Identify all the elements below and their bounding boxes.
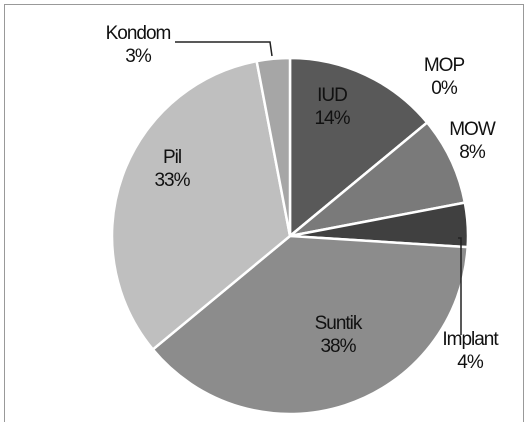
pie	[110, 56, 470, 416]
value-label: 3%	[125, 46, 151, 67]
category-label: IUD	[317, 85, 348, 106]
data-label: MOP 0%	[423, 54, 465, 100]
category-label: Pil	[162, 147, 182, 168]
leader-line	[175, 41, 273, 57]
data-label: Kondom 3%	[103, 22, 173, 68]
category-label: Implant	[442, 329, 498, 350]
value-label: 4%	[457, 352, 483, 373]
pie-slice	[288, 56, 429, 239]
value-label: 33%	[154, 170, 190, 191]
value-label: 38%	[320, 336, 356, 357]
data-label: Pil 33%	[154, 146, 190, 192]
pie-slice	[151, 234, 469, 416]
category-label: MOP	[423, 55, 465, 76]
value-label: 14%	[314, 108, 350, 129]
data-label: Implant 4%	[442, 328, 498, 374]
value-label: 8%	[459, 142, 485, 163]
category-label: Kondom	[105, 23, 172, 44]
data-label: IUD 14%	[314, 84, 350, 130]
value-label: 0%	[431, 78, 457, 99]
pie-slice	[110, 59, 292, 352]
category-label: Suntik	[314, 313, 363, 334]
category-label: MOW	[449, 119, 496, 140]
leader-line	[458, 237, 462, 335]
pie-slice	[289, 120, 467, 238]
data-label: Suntik 38%	[314, 312, 363, 358]
pie-slice	[255, 56, 292, 237]
data-label: MOW 8%	[449, 118, 496, 164]
